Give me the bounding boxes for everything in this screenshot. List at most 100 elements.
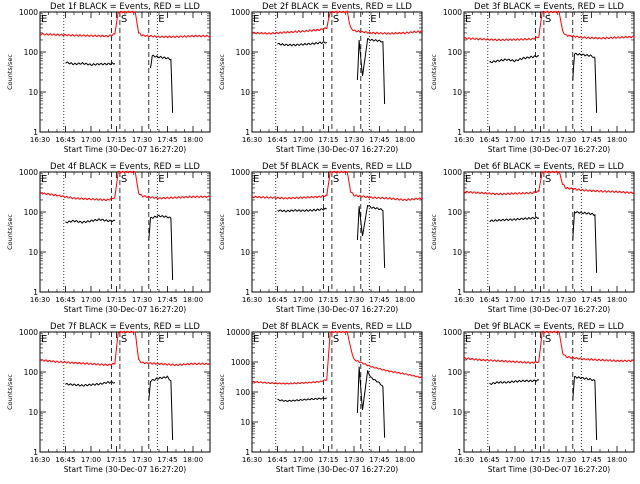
x-tick-label: 17:00 <box>293 136 313 144</box>
y-tick-label: 100 <box>24 368 39 377</box>
x-tick-label: 16:45 <box>479 456 499 464</box>
chart-title: Det 3f BLACK = Events, RED = LLD <box>474 2 624 12</box>
x-tick-label: 16:45 <box>267 136 287 144</box>
series-events-line <box>489 378 540 386</box>
x-tick-label: 17:45 <box>581 136 601 144</box>
chart-title: Det 8f BLACK = Events, RED = LLD <box>262 322 412 332</box>
x-tick-label: 17:00 <box>293 296 313 304</box>
series-events-line <box>572 210 598 273</box>
marker-label: E <box>370 334 376 345</box>
y-tick-label: 1000 <box>19 8 38 17</box>
y-tick-label: 1 <box>245 288 250 297</box>
y-tick-label: 1000 <box>19 328 38 337</box>
series-events-line <box>277 207 327 213</box>
y-tick-label: 10 <box>28 248 38 257</box>
y-axis-label: Counts/sec <box>430 214 438 250</box>
series-events-line <box>356 204 386 268</box>
x-tick-label: 17:15 <box>318 136 338 144</box>
x-tick-label: 17:45 <box>369 136 389 144</box>
series-events-line <box>277 397 327 403</box>
series-lld-line <box>463 10 635 42</box>
x-tick-label: 18:00 <box>607 456 627 464</box>
series-events-line <box>489 54 540 64</box>
x-tick-label: 17:45 <box>581 296 601 304</box>
series-events-line <box>356 366 386 438</box>
x-tick-label: 16:45 <box>55 296 75 304</box>
marker-label: E <box>253 334 259 345</box>
x-tick-label: 18:00 <box>607 136 627 144</box>
x-axis-label: Start Time (30-Dec-07 16:27:20) <box>488 465 610 474</box>
x-tick-label: 16:45 <box>267 456 287 464</box>
marker-label: S <box>333 334 339 345</box>
x-tick-label: 16:30 <box>242 456 262 464</box>
x-tick-label: 17:45 <box>369 456 389 464</box>
y-axis-label: Counts/sec <box>430 54 438 90</box>
chart-title: Det 9f BLACK = Events, RED = LLD <box>474 322 624 332</box>
series-events-line <box>65 61 116 67</box>
x-axis-label: Start Time (30-Dec-07 16:27:20) <box>64 145 186 154</box>
x-tick-label: 18:00 <box>183 456 203 464</box>
y-tick-label: 1 <box>245 128 250 137</box>
series-events-line <box>572 52 598 113</box>
y-tick-label: 1 <box>457 288 462 297</box>
y-tick-label: 1000 <box>443 8 462 17</box>
marker-label: E <box>582 334 588 345</box>
series-lld-line <box>39 10 211 39</box>
marker-label: E <box>158 174 164 185</box>
y-tick-label: 100 <box>236 48 251 57</box>
plot-frame <box>251 331 423 453</box>
x-axis-label: Start Time (30-Dec-07 16:27:20) <box>276 465 398 474</box>
y-tick-label: 10 <box>452 408 462 417</box>
series-events-line <box>148 375 174 441</box>
series-events-line <box>489 216 540 223</box>
x-tick-label: 17:00 <box>81 296 101 304</box>
x-tick-label: 17:00 <box>505 136 525 144</box>
chart-panel-6: Det 6f BLACK = Events, RED = LLD 1 10 100 10… <box>430 162 635 314</box>
series-events-line <box>65 380 116 387</box>
series-events-line <box>277 41 328 47</box>
y-axis-label: Counts/sec <box>218 374 226 410</box>
plot-frame <box>463 11 635 133</box>
marker-label: S <box>545 14 551 25</box>
y-tick-label: 1000 <box>19 168 38 177</box>
x-tick-label: 17:30 <box>132 136 152 144</box>
x-tick-label: 17:45 <box>157 136 177 144</box>
y-tick-label: 100 <box>448 208 463 217</box>
y-tick-label: 10 <box>240 418 250 427</box>
plot-frame <box>251 11 423 133</box>
x-tick-label: 16:30 <box>30 456 50 464</box>
x-tick-label: 17:30 <box>556 296 576 304</box>
y-tick-label: 1 <box>33 288 38 297</box>
x-tick-label: 17:15 <box>106 296 126 304</box>
y-tick-label: 1 <box>457 448 462 457</box>
y-axis-label: Counts/sec <box>430 374 438 410</box>
y-tick-label: 10 <box>240 88 250 97</box>
marker-label: S <box>121 334 127 345</box>
plot-frame <box>39 331 211 453</box>
x-tick-label: 17:15 <box>318 296 338 304</box>
y-tick-label: 10 <box>452 248 462 257</box>
y-tick-label: 1000 <box>443 328 462 337</box>
chart-panel-8: Det 8f BLACK = Events, RED = LLD 1 10 100 10… <box>218 322 423 474</box>
x-tick-label: 16:30 <box>454 136 474 144</box>
marker-label: S <box>333 174 339 185</box>
plot-frame <box>463 331 635 453</box>
y-tick-label: 10 <box>28 88 38 97</box>
x-tick-label: 17:30 <box>344 136 364 144</box>
chart-panel-7: Det 7f BLACK = Events, RED = LLD 1 10 100 10… <box>6 322 211 474</box>
chart-panel-9: Det 9f BLACK = Events, RED = LLD 1 10 100 10… <box>430 322 635 474</box>
x-tick-label: 17:00 <box>293 456 313 464</box>
y-tick-label: 100 <box>24 48 39 57</box>
series-events-line <box>356 38 386 105</box>
marker-label: E <box>370 14 376 25</box>
plot-frame <box>251 171 423 293</box>
x-tick-label: 18:00 <box>183 136 203 144</box>
marker-label: S <box>121 14 127 25</box>
marker-label: S <box>333 14 339 25</box>
y-tick-label: 10 <box>452 88 462 97</box>
y-axis-label: Counts/sec <box>218 214 226 250</box>
plot-frame <box>39 171 211 293</box>
x-tick-label: 17:45 <box>369 296 389 304</box>
